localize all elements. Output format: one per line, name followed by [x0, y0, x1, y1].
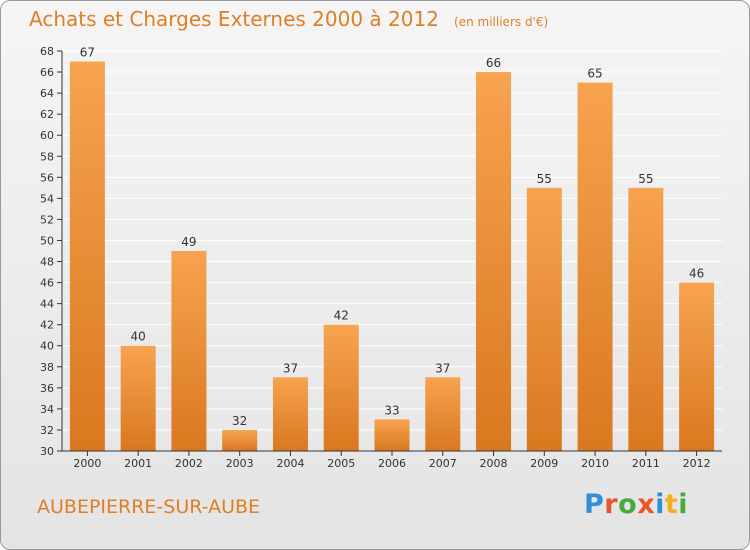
logo-letter: i [655, 489, 665, 520]
x-tick-label: 2000 [73, 457, 101, 470]
data-label: 66 [486, 56, 501, 70]
town-name: AUBEPIERRE-SUR-AUBE [37, 496, 261, 518]
data-label: 55 [537, 172, 552, 186]
y-tick-label: 58 [40, 150, 54, 163]
bar [272, 377, 308, 451]
bar [425, 377, 461, 451]
data-label: 37 [435, 361, 450, 375]
y-tick-label: 32 [40, 424, 54, 437]
logo-letter: i [678, 489, 689, 520]
x-tick-label: 2011 [632, 457, 660, 470]
bar [374, 419, 410, 451]
x-tick-label: 2007 [429, 457, 457, 470]
bar [526, 187, 562, 451]
bar [69, 61, 105, 452]
y-tick-label: 66 [40, 66, 54, 79]
logo-letter: o [618, 489, 638, 520]
y-tick-label: 42 [40, 319, 54, 332]
x-tick-label: 2002 [175, 457, 203, 470]
y-tick-label: 48 [40, 256, 54, 269]
data-label: 55 [638, 172, 653, 186]
data-label: 49 [181, 235, 196, 249]
bar [577, 82, 613, 451]
y-tick-label: 62 [40, 108, 54, 121]
x-tick-label: 2012 [683, 457, 711, 470]
y-tick-label: 36 [40, 382, 54, 395]
y-tick-label: 38 [40, 361, 54, 374]
x-tick-label: 2006 [378, 457, 406, 470]
bar [679, 282, 715, 451]
x-tick-label: 2005 [327, 457, 355, 470]
logo-letter: P [584, 489, 605, 520]
x-tick-label: 2004 [276, 457, 304, 470]
chart-unit: (en milliers d'€) [454, 15, 549, 29]
data-label: 42 [334, 309, 349, 323]
y-tick-label: 40 [40, 340, 54, 353]
title-row: Achats et Charges Externes 2000 à 2012 (… [29, 7, 548, 31]
bar [628, 187, 664, 451]
proxiti-logo: Proxiti [584, 489, 688, 520]
chart-title: Achats et Charges Externes 2000 à 2012 [29, 7, 439, 31]
x-tick-label: 2003 [226, 457, 254, 470]
data-label: 67 [80, 46, 95, 60]
y-tick-label: 50 [40, 234, 54, 247]
x-tick-label: 2008 [480, 457, 508, 470]
data-label: 40 [131, 330, 146, 344]
logo-letter: r [604, 489, 619, 520]
bar [222, 429, 258, 451]
logo-letter: t [664, 489, 679, 520]
bar [171, 251, 207, 451]
y-tick-label: 64 [40, 87, 54, 100]
y-tick-label: 44 [40, 298, 54, 311]
data-label: 46 [689, 267, 704, 281]
data-label: 65 [587, 67, 602, 81]
data-label: 32 [232, 414, 247, 428]
bar [323, 324, 359, 451]
bar [476, 72, 512, 451]
y-tick-label: 46 [40, 277, 54, 290]
logo-letter: x [637, 489, 656, 520]
data-label: 37 [283, 361, 298, 375]
y-tick-label: 60 [40, 129, 54, 142]
x-tick-label: 2010 [581, 457, 609, 470]
y-tick-label: 34 [40, 403, 54, 416]
y-tick-label: 54 [40, 192, 54, 205]
bar [120, 345, 156, 451]
x-tick-label: 2001 [124, 457, 152, 470]
x-tick-label: 2009 [530, 457, 558, 470]
y-tick-label: 52 [40, 213, 54, 226]
y-tick-label: 30 [40, 445, 54, 458]
y-tick-label: 68 [40, 45, 54, 58]
data-label: 33 [384, 403, 399, 417]
y-tick-label: 56 [40, 171, 54, 184]
